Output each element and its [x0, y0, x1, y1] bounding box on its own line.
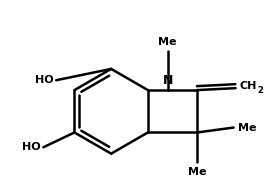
Text: 2: 2 [257, 85, 263, 95]
Text: Me: Me [238, 123, 256, 133]
Text: CH: CH [240, 81, 257, 91]
Text: HO: HO [35, 75, 53, 85]
Text: Me: Me [188, 167, 206, 177]
Text: HO: HO [22, 142, 40, 152]
Text: N: N [163, 74, 174, 87]
Text: Me: Me [158, 37, 177, 47]
